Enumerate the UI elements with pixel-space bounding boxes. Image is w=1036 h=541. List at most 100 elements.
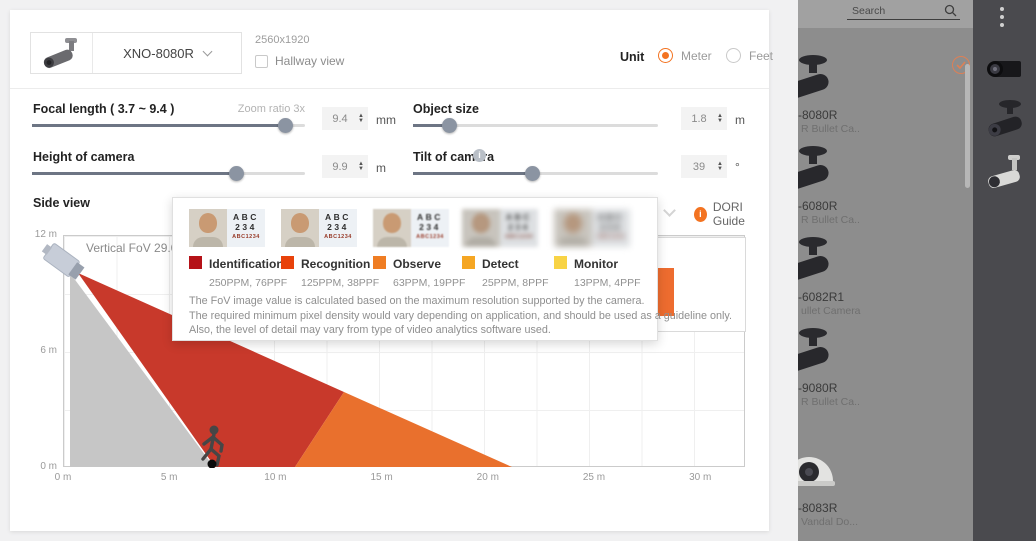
search-input[interactable]: Search (852, 5, 886, 17)
dori-note-line: The FoV image value is calculated based … (189, 295, 645, 307)
right-toolbar (973, 0, 1036, 541)
test-card: ABC 234 ABC1234 (319, 209, 357, 247)
camera-list-item[interactable]: -8083R Vandal Do... (798, 447, 973, 528)
white-bullet-camera-thumbnail[interactable] (986, 154, 1024, 190)
camera-list-item[interactable]: -8080R R Bullet Ca.. (798, 52, 973, 135)
bullet-camera-image (798, 234, 843, 291)
tilt-value: 39 (692, 160, 706, 173)
tilt-stepper[interactable]: ▲ ▼ (717, 160, 723, 172)
focal-length-stepper[interactable]: ▲ ▼ (358, 112, 364, 124)
camera-item-subtitle: R Bullet Ca.. (801, 396, 860, 408)
camera-height-stepper[interactable]: ▲ ▼ (358, 160, 364, 172)
dori-sample-observe: ABC 234 ABC1234 (373, 209, 449, 247)
unit-option-feet[interactable]: Feet (726, 48, 773, 63)
feet-radio[interactable] (726, 48, 741, 63)
object-size-slider[interactable] (413, 118, 658, 133)
tilt-input[interactable]: 39 ▲ ▼ (681, 155, 727, 178)
meter-label: Meter (681, 48, 712, 63)
unit-option-meter[interactable]: Meter (658, 48, 712, 63)
object-preview-bar (656, 268, 674, 316)
vertical-fov-label: Vertical FoV 29.00° (86, 241, 189, 255)
camera-height-slider-knob[interactable] (228, 166, 244, 181)
camera-item-name: -8080R (798, 108, 838, 122)
x-axis-tick: 5 m (160, 472, 178, 483)
focal-length-label: Focal length ( 3.7 ~ 9.4 ) (33, 102, 175, 116)
x-axis-tick: 0 m (54, 472, 72, 483)
dori-legend-observe: Observe 63PPM, 19PPF (373, 255, 465, 289)
unit-label: Unit (620, 50, 645, 64)
bullet-camera-image (798, 52, 843, 109)
dori-sample-recognition: ABC 234 ABC1234 (281, 209, 357, 247)
dead-zone (70, 273, 214, 467)
x-axis-tick: 15 m (370, 472, 393, 483)
face-image (373, 209, 411, 247)
face-image (189, 209, 227, 247)
legend-detail: 13PPM, 4PPF (574, 277, 641, 289)
face-image (554, 209, 592, 247)
camera-height-value: 9.9 (332, 160, 348, 173)
test-card: ABC 234 ABC1234 (227, 209, 265, 247)
camera-model-value: XNO-8080R (123, 45, 194, 61)
person-drag-handle[interactable] (207, 459, 217, 469)
person-icon[interactable] (201, 425, 224, 469)
legend-name: Identification (209, 257, 284, 271)
hallway-view-checkbox[interactable] (255, 54, 268, 68)
camera-height-input[interactable]: 9.9 ▲ ▼ (322, 155, 368, 178)
meter-radio[interactable] (658, 48, 673, 63)
camera-height-label: Height of camera (33, 150, 135, 164)
fov-beam-svg (70, 273, 512, 469)
camera-height-unit: m (376, 161, 386, 175)
camera-item-name: -6080R (798, 199, 838, 213)
dori-legend-detect: Detect 25PPM, 8PPF (462, 255, 549, 289)
bullet-camera-icon (43, 38, 77, 69)
legend-color-swatch (373, 256, 386, 269)
search-icon[interactable] (944, 4, 957, 17)
object-size-stepper[interactable]: ▲ ▼ (717, 112, 723, 124)
camera-model-thumbnail (31, 33, 93, 73)
camera-height-slider[interactable] (32, 166, 305, 181)
dori-note-line: Also, the level of detail may vary from … (189, 324, 551, 336)
box-camera-thumbnail[interactable] (986, 60, 1022, 78)
camera-item-name: -6082R1 (798, 290, 845, 304)
chevron-down-icon (202, 46, 213, 56)
search-bar: Search (798, 0, 973, 28)
object-size-label: Object size (413, 102, 479, 116)
object-size-input[interactable]: 1.8 ▲ ▼ (681, 107, 727, 130)
dori-notes: The FoV image value is calculated based … (189, 294, 732, 338)
focal-length-slider[interactable] (32, 118, 305, 133)
mounted-camera-icon[interactable] (36, 236, 96, 292)
camera-list-item[interactable]: -9080R R Bullet Ca.. (798, 327, 973, 408)
x-axis-tick: 20 m (476, 472, 499, 483)
camera-item-subtitle: Vandal Do... (801, 516, 859, 528)
object-size-slider-knob[interactable] (441, 118, 457, 133)
resolution-text: 2560x1920 (255, 34, 310, 46)
tilt-slider-knob[interactable] (525, 166, 541, 181)
camera-list-overlay: Search -8080R R Bullet Ca.. -6080R R Bullet… (798, 0, 973, 541)
search-underline (847, 19, 960, 20)
y-axis-tick: 12 m (34, 229, 57, 240)
more-menu-icon[interactable] (1000, 7, 1004, 31)
camera-item-name: -8083R (798, 501, 838, 515)
dori-guide-button[interactable]: i DORI Guide (694, 200, 769, 228)
collapse-chevron-icon[interactable] (663, 204, 676, 217)
tilt-slider[interactable] (413, 166, 658, 181)
legend-color-swatch (554, 256, 567, 269)
camera-list-item[interactable]: -6080R R Bullet Ca.. (798, 145, 973, 226)
legend-name: Monitor (574, 257, 618, 271)
camera-list-item[interactable]: -6082R1 ullet Camera (798, 234, 973, 317)
scrollbar[interactable] (965, 64, 970, 188)
camera-model-select[interactable]: XNO-8080R (30, 32, 242, 74)
dori-info-icon: i (694, 206, 707, 222)
focal-length-input[interactable]: 9.4 ▲ ▼ (322, 107, 368, 130)
bullet-camera-thumbnail[interactable] (986, 98, 1024, 140)
hallway-view-label: Hallway view (275, 54, 345, 68)
lens-calculator-panel: XNO-8080R 2560x1920 Hallway view Unit Me… (10, 10, 773, 531)
tilt-info-icon[interactable]: i (473, 149, 486, 162)
legend-color-swatch (189, 256, 202, 269)
dori-legend-monitor: Monitor 13PPM, 4PPF (554, 255, 641, 289)
legend-name: Detect (482, 257, 519, 271)
test-card: ABC 234 ABC1234 (411, 209, 449, 247)
x-axis-tick: 25 m (582, 472, 606, 483)
focal-length-slider-knob[interactable] (277, 118, 293, 133)
hallway-view-option[interactable]: Hallway view (255, 54, 344, 68)
